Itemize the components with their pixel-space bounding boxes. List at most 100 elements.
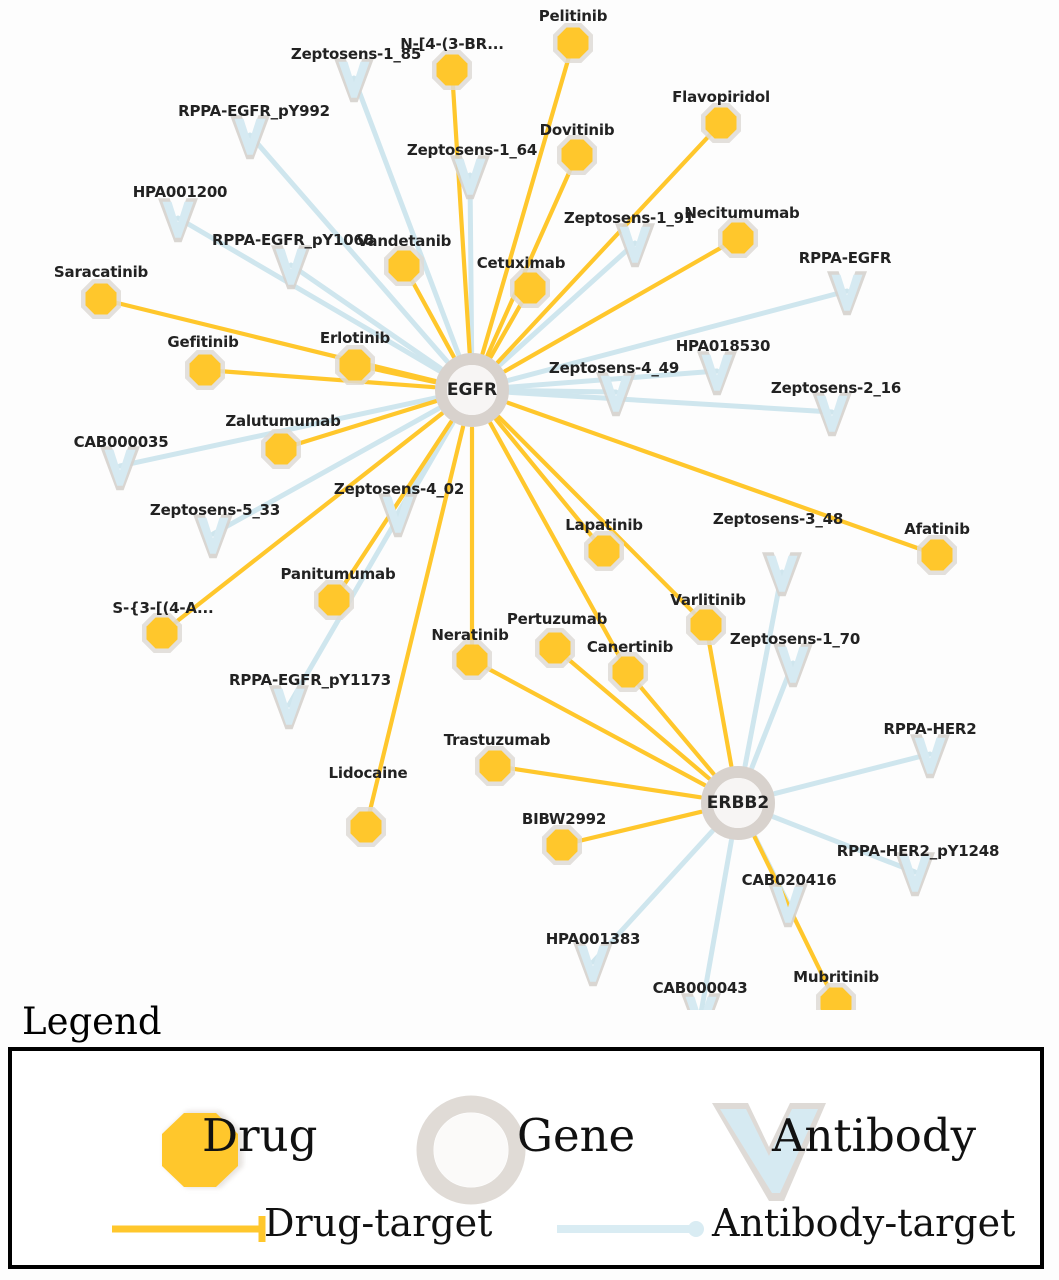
gene-ring: [701, 766, 775, 840]
drug-node[interactable]: [701, 103, 741, 143]
antibody-node[interactable]: [269, 685, 309, 730]
graph-edge: [703, 622, 734, 768]
antibody-node[interactable]: [681, 993, 721, 1010]
drug-node[interactable]: [346, 807, 386, 847]
octagon-icon: [479, 750, 511, 782]
graph-edge: [625, 669, 716, 776]
antibody-label: RPPA-EGFR_pY1173: [229, 671, 391, 689]
graph-edge: [772, 751, 933, 797]
graph-edge: [488, 421, 631, 675]
graph-edge: [363, 424, 466, 830]
antibody-node[interactable]: [596, 372, 636, 417]
drug-label: Pelitinib: [538, 7, 608, 25]
antibody-node[interactable]: [697, 351, 737, 396]
graph-edge: [175, 215, 442, 374]
antibody-label: RPPA-EGFR: [798, 249, 892, 267]
antibody-edge-icon: [557, 1221, 704, 1237]
drug-label: Flavopiridol: [672, 88, 770, 106]
antibody-node[interactable]: [573, 942, 613, 987]
drug-node[interactable]: [452, 640, 492, 680]
graph-edge: [507, 368, 720, 390]
antibody-node[interactable]: [773, 643, 813, 688]
antibody-node[interactable]: [158, 198, 198, 243]
graph-edge: [506, 288, 850, 383]
drug-node[interactable]: [185, 350, 225, 390]
drug-node[interactable]: [917, 535, 957, 575]
drug-node[interactable]: [510, 268, 550, 308]
gene-ring: [435, 353, 509, 427]
drug-node[interactable]: [584, 531, 624, 571]
drug-node[interactable]: [314, 580, 354, 620]
gene-node-egfr[interactable]: [435, 353, 509, 427]
drug-node[interactable]: [432, 50, 472, 90]
drug-node[interactable]: [718, 218, 758, 258]
chevron-icon: [701, 354, 733, 391]
antibody-node[interactable]: [895, 852, 935, 897]
chevron-icon: [772, 886, 804, 923]
antibody-node[interactable]: [334, 58, 374, 103]
legend-label-antibody: Antibody: [772, 1109, 977, 1162]
drug-node[interactable]: [557, 135, 597, 175]
legend-box: Drug Gene Antibody Drug-target Antibody-…: [8, 1047, 1044, 1269]
chevron-icon: [831, 274, 863, 311]
drug-label: Gefitinib: [167, 333, 239, 351]
graph-edge: [770, 814, 918, 875]
gene-label-egfr: EGFR: [446, 380, 498, 400]
graph-edge: [507, 388, 619, 395]
antibody-node[interactable]: [768, 883, 808, 928]
octagon-icon: [456, 644, 488, 676]
drug-node[interactable]: [384, 246, 424, 286]
graph-edge: [278, 399, 438, 452]
nodes-layer[interactable]: [81, 23, 957, 1010]
antibody-node[interactable]: [193, 514, 233, 559]
gene-node-erbb2[interactable]: [701, 766, 775, 840]
drug-label: Canertinib: [586, 638, 674, 656]
drug-node[interactable]: [335, 345, 375, 385]
graph-edge: [752, 835, 839, 1006]
chevron-icon: [234, 118, 266, 155]
graph-edge: [502, 235, 741, 374]
octagon-icon: [339, 349, 371, 381]
antibody-node[interactable]: [230, 115, 270, 160]
drug-node[interactable]: [81, 279, 121, 319]
legend-label-drug: Drug: [202, 1109, 318, 1162]
antibody-node[interactable]: [812, 392, 852, 437]
chevron-icon: [600, 375, 632, 412]
graph-edge: [698, 837, 734, 1010]
drug-node[interactable]: [475, 746, 515, 786]
antibody-node[interactable]: [100, 446, 140, 491]
drug-label: Pertuzumab: [506, 610, 608, 628]
drug-label: Saracatinib: [53, 263, 149, 281]
network-graph[interactable]: [0, 0, 1059, 1010]
graph-edge: [210, 405, 442, 537]
antibody-node[interactable]: [827, 271, 867, 316]
drug-node[interactable]: [553, 23, 593, 63]
antibody-node[interactable]: [615, 223, 655, 268]
chevron-icon: [899, 855, 931, 892]
drug-label: Lapatinib: [565, 516, 643, 534]
antibody-node[interactable]: [762, 552, 802, 597]
antibody-node[interactable]: [271, 245, 311, 290]
drug-node[interactable]: [686, 605, 726, 645]
drug-label: Vandetanib: [356, 232, 452, 250]
drug-node[interactable]: [261, 429, 301, 469]
antibody-node[interactable]: [450, 155, 490, 200]
legend: Legend: [0, 1000, 1059, 1280]
octagon-icon: [546, 829, 578, 861]
drug-node[interactable]: [142, 613, 182, 653]
antibody-node[interactable]: [378, 493, 418, 538]
drug-node[interactable]: [608, 652, 648, 692]
graph-edge: [590, 828, 715, 965]
octagon-icon: [820, 987, 852, 1010]
legend-label-gene: Gene: [517, 1109, 636, 1162]
drug-label: Mubritinib: [793, 968, 879, 986]
drug-label: N-[4-(3-BR...: [400, 35, 504, 53]
octagon-icon: [588, 535, 620, 567]
antibody-node[interactable]: [910, 734, 950, 779]
antibody-label: CAB000035: [73, 433, 169, 451]
drug-node[interactable]: [535, 628, 575, 668]
drug-node[interactable]: [816, 983, 856, 1010]
drug-node[interactable]: [542, 825, 582, 865]
gene-core: [447, 365, 497, 415]
graph-edge: [495, 120, 724, 365]
